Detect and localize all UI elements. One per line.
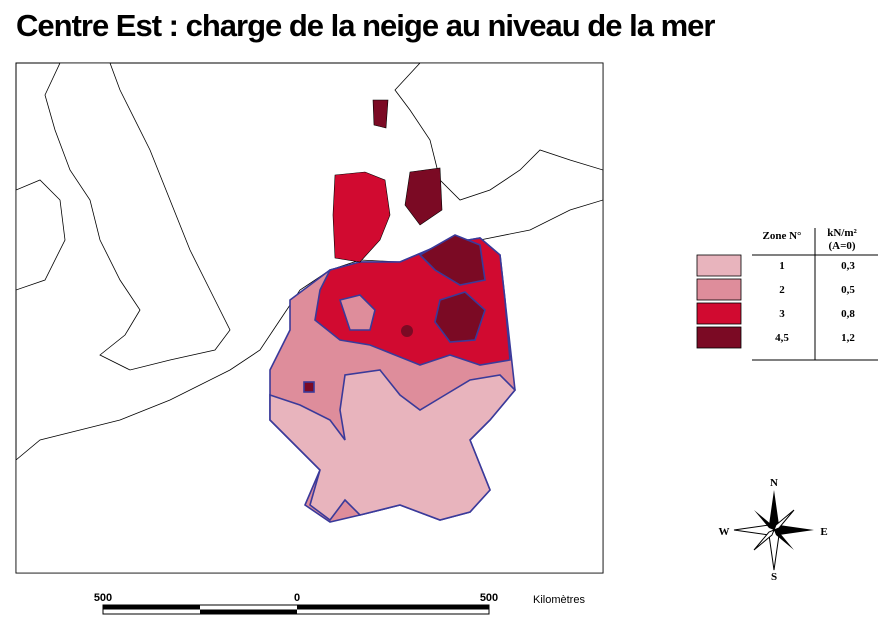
scale-segment — [297, 605, 489, 610]
legend-zone: 2 — [779, 284, 785, 296]
legend: Zone N° kN/m² (A=0) 1 0,3 2 0,5 3 0,8 4,5 1,2 — [696, 227, 878, 361]
legend-rows: 1 0,3 2 0,5 3 0,8 4,5 1,2 — [696, 254, 855, 349]
zone-4 — [418, 234, 486, 286]
compass: N E S W — [719, 477, 828, 583]
zone-4 — [404, 167, 443, 226]
scale-unit: Kilomètres — [533, 594, 585, 606]
landmass — [44, 63, 231, 371]
zone-4 — [434, 291, 486, 343]
compass-label: W — [719, 526, 730, 538]
legend-swatch — [696, 326, 742, 349]
zone-4 — [372, 99, 389, 129]
legend-zone: 1 — [779, 260, 785, 272]
landmass — [394, 63, 603, 201]
scale-segment — [200, 609, 297, 614]
legend-zone: 4,5 — [775, 332, 789, 344]
zone-4 — [401, 325, 413, 337]
legend-swatch — [696, 254, 742, 277]
legend-header: kN/m² — [827, 227, 857, 239]
legend-header: Zone N° — [763, 230, 802, 242]
scale-label: 0 — [294, 592, 300, 604]
compass-label: N — [770, 477, 778, 489]
legend-swatch — [696, 278, 742, 301]
landmass — [16, 179, 66, 291]
scale-bar: 500 0 500 Kilomètres — [94, 592, 585, 615]
legend-swatch — [696, 302, 742, 325]
zone-3 — [332, 171, 391, 263]
scale-label: 500 — [480, 592, 498, 604]
legend-value: 0,5 — [841, 284, 855, 296]
legend-header: (A=0) — [828, 240, 855, 252]
legend-value: 1,2 — [841, 332, 855, 344]
zone-4 — [303, 381, 315, 393]
zone-1 — [269, 369, 517, 522]
zone-2 — [338, 294, 376, 331]
title: Centre Est : charge de la neige au nivea… — [16, 8, 715, 43]
scale-label: 500 — [94, 592, 112, 604]
compass-label: E — [820, 526, 827, 538]
legend-zone: 3 — [779, 308, 785, 320]
map — [16, 63, 603, 573]
scale-segment — [103, 605, 200, 610]
legend-value: 0,3 — [841, 260, 855, 272]
compass-label: S — [771, 571, 777, 583]
legend-value: 0,8 — [841, 308, 855, 320]
